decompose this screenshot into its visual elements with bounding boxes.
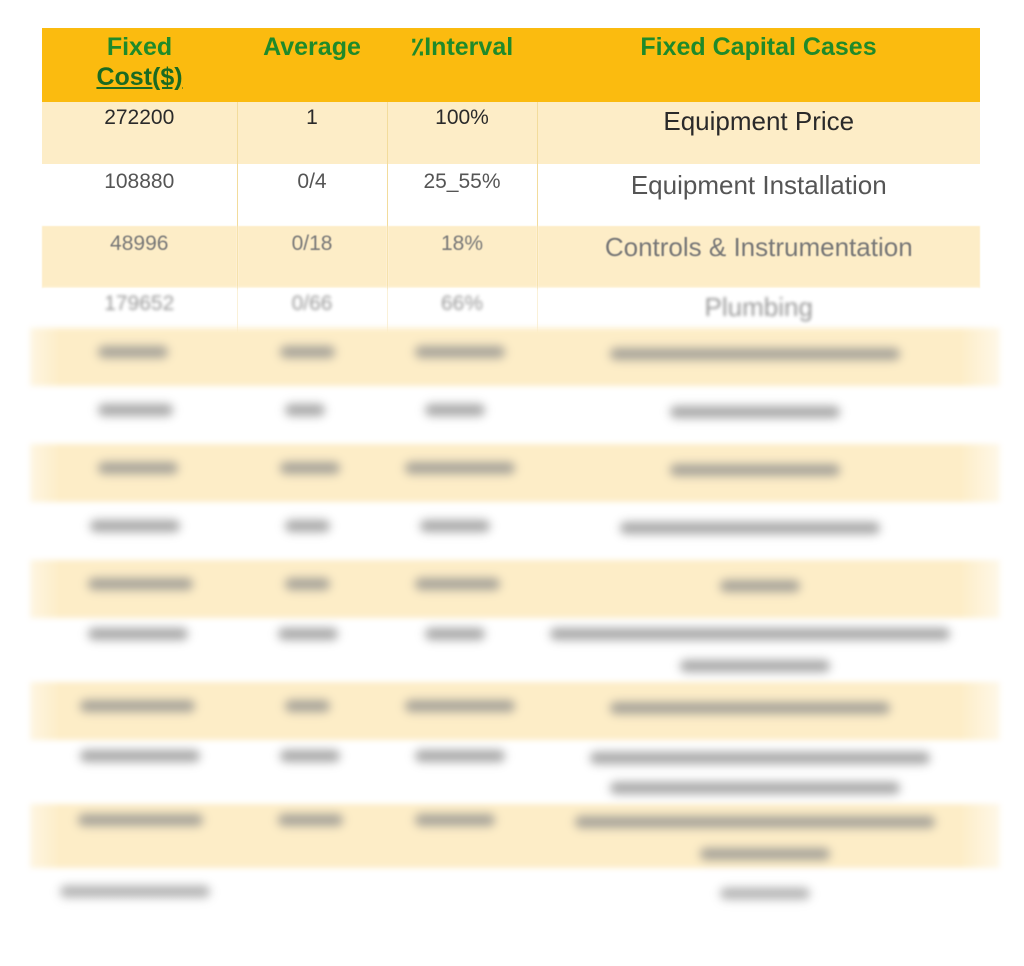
blurred-row (30, 868, 1000, 926)
header-fixed-cost: Fixed Cost($) (42, 28, 237, 102)
blurred-row (30, 386, 1000, 444)
header-cases: Fixed Capital Cases (537, 28, 980, 102)
cell-cost: 272200 (42, 102, 238, 164)
blurred-row (30, 560, 1000, 618)
blurred-rows (30, 328, 1000, 926)
header-fixed-cost-line1: Fixed (106, 33, 173, 61)
cell-interval: 18% (387, 226, 538, 288)
blurred-row (30, 804, 1000, 868)
blurred-row (30, 740, 1000, 804)
cell-interval: 100% (387, 102, 538, 164)
table-row: 108880 0/4 25_55% Equipment Installation (42, 164, 980, 226)
cell-case: Equipment Price (537, 102, 980, 164)
fixed-capital-table: Fixed Cost($) Average ٪Interval Fixed Ca… (42, 28, 980, 348)
cell-case: Controls & Instrumentation (537, 226, 980, 288)
cell-interval: 25_55% (387, 164, 538, 226)
blurred-row (30, 502, 1000, 560)
header-interval: ٪Interval (387, 28, 537, 102)
cell-case: Equipment Installation (537, 164, 980, 226)
cell-average: 0/4 (237, 164, 388, 226)
blurred-row (30, 444, 1000, 502)
table-row: 272200 1 100% Equipment Price (42, 102, 980, 164)
cell-average: 1 (237, 102, 388, 164)
cell-average: 0/18 (237, 226, 388, 288)
table-header-row: Fixed Cost($) Average ٪Interval Fixed Ca… (42, 28, 980, 102)
blurred-row (30, 328, 1000, 386)
cell-cost: 48996 (42, 226, 238, 288)
cell-cost: 108880 (42, 164, 238, 226)
blurred-row (30, 618, 1000, 682)
blurred-row (30, 682, 1000, 740)
table-row: 48996 0/18 18% Controls & Instrumentatio… (42, 226, 980, 288)
header-average: Average (237, 28, 387, 102)
header-fixed-cost-line2: Cost($) (96, 63, 183, 91)
